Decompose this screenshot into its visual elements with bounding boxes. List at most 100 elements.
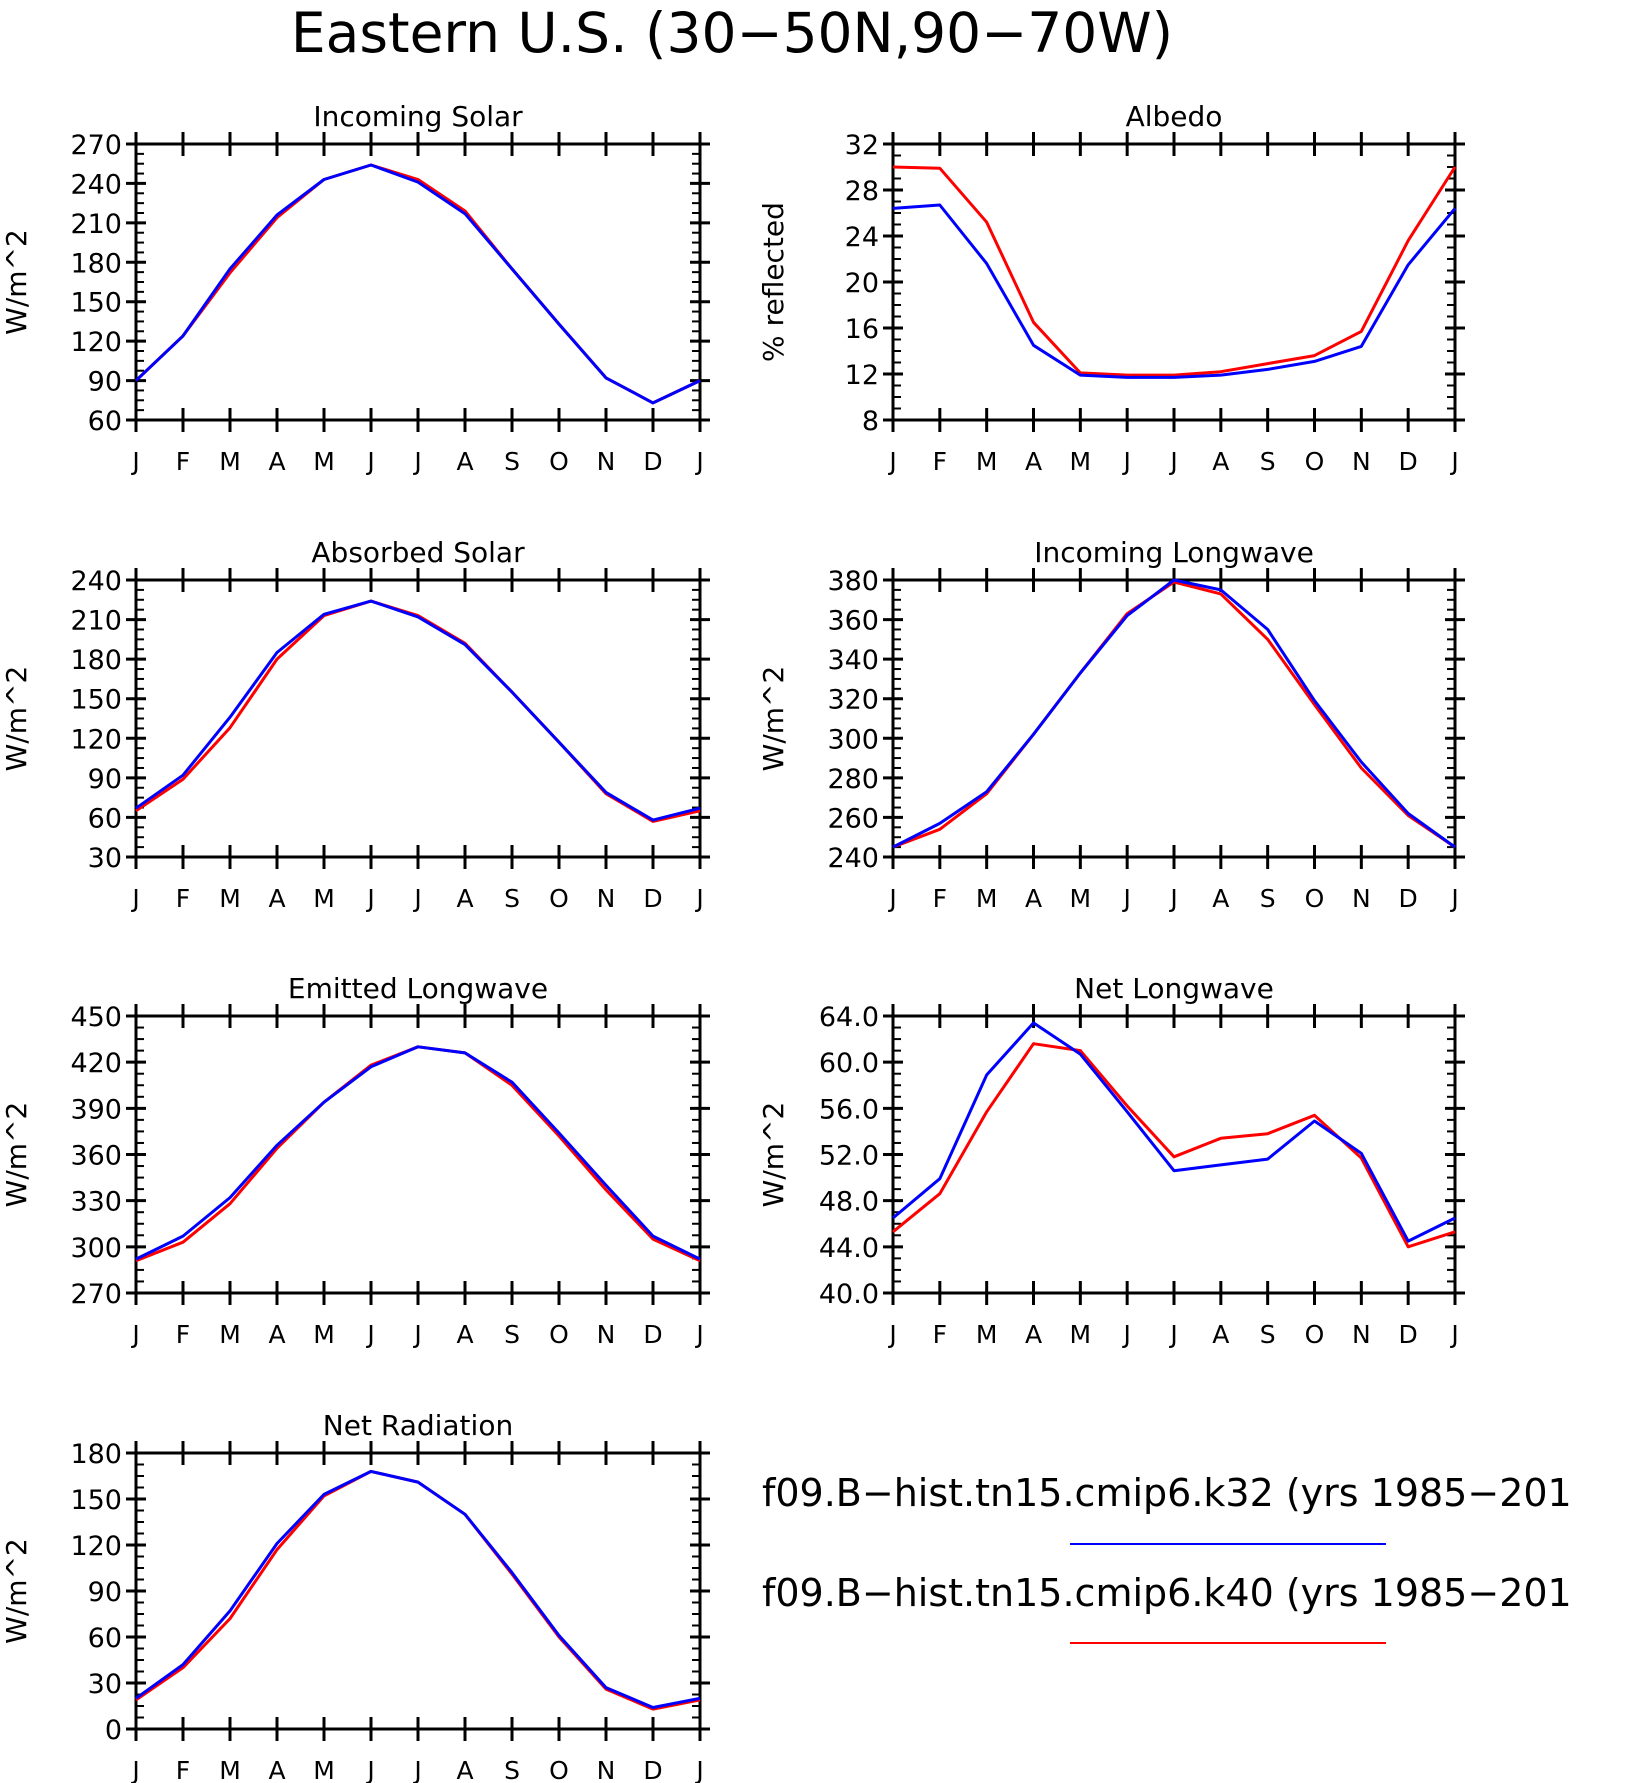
series-line-k32 (135, 1045, 701, 1261)
x-tick-label: A (1025, 884, 1042, 913)
y-tick-label: 52.0 (819, 1141, 879, 1172)
plot-frame (134, 1014, 702, 1295)
plot-frame (891, 578, 1457, 859)
y-tick-label: 12 (845, 360, 879, 391)
y-tick-label: 150 (70, 685, 122, 716)
x-tick-label: O (549, 884, 569, 913)
x-tick-label: J (887, 447, 896, 476)
x-tick-label: J (130, 884, 139, 913)
series-line-k40 (135, 1045, 701, 1263)
panel-title: Net Radiation (323, 1409, 513, 1442)
x-tick-label: M (976, 1320, 998, 1349)
y-tick-label: 330 (70, 1187, 122, 1218)
y-tick-label: 60 (88, 406, 122, 437)
y-tick-label: 180 (70, 1439, 122, 1470)
x-tick-label: J (365, 884, 374, 913)
y-tick-label: 90 (88, 367, 122, 398)
y-tick-label: 120 (70, 724, 122, 755)
x-tick-label: J (1168, 447, 1177, 476)
x-tick-label: D (643, 1320, 662, 1349)
x-tick-label: J (1121, 884, 1130, 913)
x-tick-label: N (1352, 1320, 1371, 1349)
y-tick-label: 150 (70, 288, 122, 319)
y-tick-label: 180 (70, 248, 122, 279)
x-tick-label: A (268, 1320, 285, 1349)
x-tick-label: F (933, 447, 947, 476)
x-tick-label: N (597, 884, 616, 913)
y-tick-label: 24 (845, 222, 879, 253)
x-tick-label: A (1212, 1320, 1229, 1349)
x-tick-label: A (456, 884, 473, 913)
plot-frame (134, 578, 702, 859)
y-tick-label: 210 (70, 606, 122, 637)
x-tick-label: N (597, 1756, 616, 1783)
x-tick-label: S (504, 447, 520, 476)
x-tick-label: J (412, 1756, 421, 1783)
x-tick-label: A (456, 447, 473, 476)
y-tick-label: 280 (827, 764, 879, 795)
x-tick-label: D (643, 884, 662, 913)
x-tick-label: J (1449, 1320, 1458, 1349)
y-tick-label: 270 (70, 130, 122, 161)
x-tick-label: A (1212, 447, 1229, 476)
y-tick-label: 240 (827, 843, 879, 874)
x-tick-label: M (219, 1756, 241, 1783)
x-tick-label: F (176, 1756, 190, 1783)
x-tick-label: J (412, 884, 421, 913)
x-tick-label: D (1399, 1320, 1418, 1349)
y-axis-label: W/m^2 (0, 1102, 33, 1208)
x-tick-label: J (1121, 1320, 1130, 1349)
x-tick-label: F (933, 1320, 947, 1349)
x-tick-label: N (1352, 884, 1371, 913)
x-tick-label: J (365, 1756, 374, 1783)
y-tick-label: 210 (70, 209, 122, 240)
y-tick-label: 20 (845, 268, 879, 299)
x-tick-label: A (456, 1756, 473, 1783)
y-tick-label: 56.0 (819, 1094, 879, 1125)
x-tick-label: M (976, 884, 998, 913)
x-tick-label: N (1352, 447, 1371, 476)
y-tick-label: 28 (845, 176, 879, 207)
x-tick-label: D (1399, 447, 1418, 476)
series-line-k32 (135, 599, 701, 822)
y-tick-label: 420 (70, 1048, 122, 1079)
x-tick-label: S (504, 1320, 520, 1349)
series-line-k40 (892, 1042, 1456, 1249)
x-tick-label: J (412, 1320, 421, 1349)
series-line-k32 (134, 163, 701, 405)
plot-frame (891, 1014, 1457, 1295)
x-tick-label: J (130, 447, 139, 476)
x-tick-label: J (1168, 884, 1177, 913)
series-line-k32 (892, 578, 1456, 849)
panel-title: Absorbed Solar (311, 536, 525, 569)
x-tick-label: M (219, 1320, 241, 1349)
x-tick-label: M (313, 884, 335, 913)
x-tick-label: O (1305, 1320, 1325, 1349)
y-tick-label: 60 (88, 803, 122, 834)
x-tick-label: A (1025, 447, 1042, 476)
x-tick-label: J (1449, 447, 1458, 476)
panel-title: Albedo (1126, 100, 1223, 133)
y-tick-label: 270 (70, 1279, 122, 1310)
y-axis-label: % reflected (757, 202, 790, 362)
x-tick-label: S (1260, 884, 1276, 913)
y-tick-label: 390 (70, 1094, 122, 1125)
y-tick-label: 0 (105, 1715, 122, 1746)
x-tick-label: O (549, 1320, 569, 1349)
x-tick-label: J (365, 1320, 374, 1349)
y-tick-label: 48.0 (819, 1187, 879, 1218)
x-tick-label: J (1121, 447, 1130, 476)
panel-title: Net Longwave (1074, 972, 1274, 1005)
x-tick-label: F (176, 884, 190, 913)
series-line-k40 (135, 1469, 701, 1711)
y-tick-label: 240 (70, 169, 122, 200)
y-tick-label: 8 (862, 406, 879, 437)
y-tick-label: 30 (88, 843, 122, 874)
y-tick-label: 120 (70, 327, 122, 358)
panels: J F M A M J J A S O N D J6090120150180210240270Incom… (0, 100, 1465, 1783)
y-tick-label: 60 (88, 1623, 122, 1654)
x-tick-label: N (597, 447, 616, 476)
x-tick-label: J (365, 447, 374, 476)
